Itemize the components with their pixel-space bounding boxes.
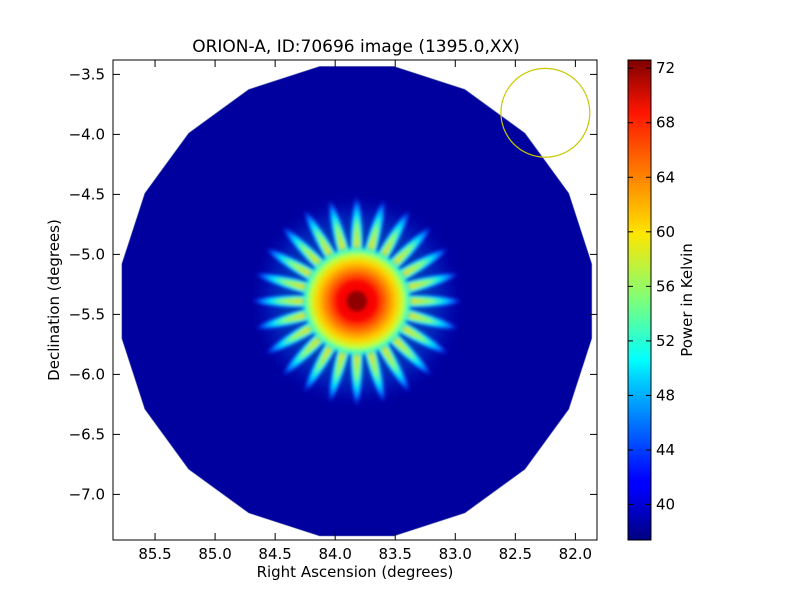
x-tick-label: 82.0 — [559, 545, 592, 563]
y-tick-label: −7.0 — [69, 485, 105, 503]
x-axis: 85.5 85.0 84.5 84.0 83.5 83.0 82.5 82.0 — [138, 60, 592, 563]
x-tick-label: 85.5 — [138, 545, 171, 563]
colorbar-tick-label: 40 — [656, 496, 675, 514]
y-tick-label: −3.5 — [69, 65, 105, 83]
x-tick-label: 85.0 — [198, 545, 231, 563]
x-tick-label: 84.5 — [258, 545, 291, 563]
plot-area: 85.5 85.0 84.5 84.0 83.5 83.0 82.5 82.0 −3.5 −4.… — [69, 59, 598, 563]
colorbar-tick-label: 60 — [656, 223, 675, 241]
chart-title: ORION-A, ID:70696 image (1395.0,XX) — [192, 37, 520, 57]
y-axis-label: Declination (degrees) — [45, 219, 63, 381]
x-tick-label: 82.5 — [499, 545, 532, 563]
y-tick-label: −5.0 — [69, 245, 105, 263]
image-field — [121, 66, 592, 536]
source-emission — [249, 194, 464, 409]
colorbar-tick-label: 44 — [656, 441, 675, 459]
y-tick-label: −5.5 — [69, 305, 105, 323]
colorbar-tick-label: 72 — [656, 59, 675, 77]
colorbar-tick-label: 68 — [656, 114, 675, 132]
y-tick-label: −6.0 — [69, 365, 105, 383]
y-tick-label: −4.5 — [69, 185, 105, 203]
colorbar-tick-label: 64 — [656, 168, 675, 186]
beam-circle — [500, 67, 591, 158]
colorbar-tick-label: 56 — [656, 277, 675, 295]
y-tick-label: −6.5 — [69, 425, 105, 443]
colorbar-gradient — [627, 59, 652, 541]
source-peak-center — [346, 291, 367, 312]
x-tick-label: 84.0 — [318, 545, 351, 563]
axes-frame — [112, 59, 598, 541]
colorbar-tick-label: 48 — [656, 386, 675, 404]
colorbar-tick-label: 52 — [656, 332, 675, 350]
field-edge — [121, 66, 593, 537]
x-tick-label: 83.0 — [439, 545, 472, 563]
colorbar-ticks: 40 44 48 52 56 60 64 68 72 — [628, 59, 675, 514]
y-axis: −3.5 −4.0 −4.5 −5.0 −5.5 −6.0 −6.5 −7.0 — [69, 65, 597, 503]
x-axis-label: Right Ascension (degrees) — [257, 563, 454, 581]
y-tick-label: −4.0 — [69, 125, 105, 143]
x-tick-label: 83.5 — [379, 545, 412, 563]
colorbar-label: Power in Kelvin — [678, 243, 696, 357]
colorbar: 40 44 48 52 56 60 64 68 72 Power in Kelvin — [627, 59, 696, 541]
